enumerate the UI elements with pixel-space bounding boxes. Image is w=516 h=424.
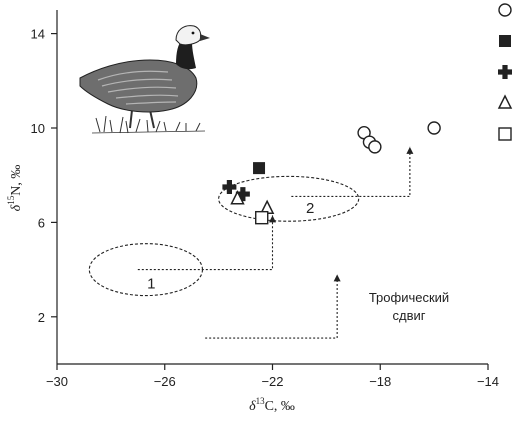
point-plus-filled-1 — [235, 187, 250, 202]
legend-marker-square-open — [498, 127, 512, 141]
legend-marker-triangle-open — [497, 94, 513, 109]
legend-marker-circle-open — [498, 3, 512, 17]
annotation-line-2: сдвиг — [393, 308, 426, 323]
regions: 12 — [88, 175, 360, 297]
legend — [497, 3, 513, 141]
trophic-shift-arrows — [137, 146, 414, 339]
x-tick-label: −14 — [477, 374, 499, 389]
x-tick-label: −18 — [369, 374, 391, 389]
legend-marker-square-filled — [499, 35, 511, 47]
arrow-1-to-2 — [137, 215, 274, 271]
y-tick-label: 2 — [38, 310, 45, 325]
y-tick-label: 6 — [38, 215, 45, 230]
arrow-2-to-3-head — [406, 146, 414, 154]
annotation-line-1: Трофический — [369, 290, 449, 305]
point-square-filled-0 — [253, 162, 266, 175]
data-markers — [222, 121, 441, 225]
region-label-1: 1 — [147, 275, 155, 292]
goose-illustration — [79, 25, 210, 134]
legend-marker-plus-filled — [498, 65, 512, 79]
y-tick-label: 14 — [31, 27, 45, 42]
arrow-trophic-shift-head — [333, 274, 341, 282]
region-label-2: 2 — [306, 200, 314, 217]
region-ellipse-2 — [218, 175, 360, 222]
x-tick-label: −30 — [46, 374, 68, 389]
point-square-open-0 — [255, 210, 269, 225]
x-axis-title: δ13C, ‰ — [249, 396, 295, 414]
arrow-2-to-3 — [291, 146, 411, 197]
arrow-1-to-2-head — [269, 215, 276, 223]
point-circle-open-2 — [368, 140, 382, 154]
x-tick-label: −26 — [154, 374, 176, 389]
x-ticks: −30 −26 −22 −18 −14 — [46, 364, 499, 389]
point-triangle-open-0 — [230, 190, 245, 205]
point-plus-filled-0 — [222, 180, 237, 194]
y-axis-title: δ15N, ‰ — [6, 165, 24, 212]
arrow-trophic-shift — [205, 274, 338, 339]
x-tick-label: −22 — [261, 374, 283, 389]
point-circle-open-3 — [427, 121, 441, 135]
y-ticks: 2 6 10 14 — [31, 27, 57, 325]
y-tick-label: 10 — [31, 121, 45, 136]
